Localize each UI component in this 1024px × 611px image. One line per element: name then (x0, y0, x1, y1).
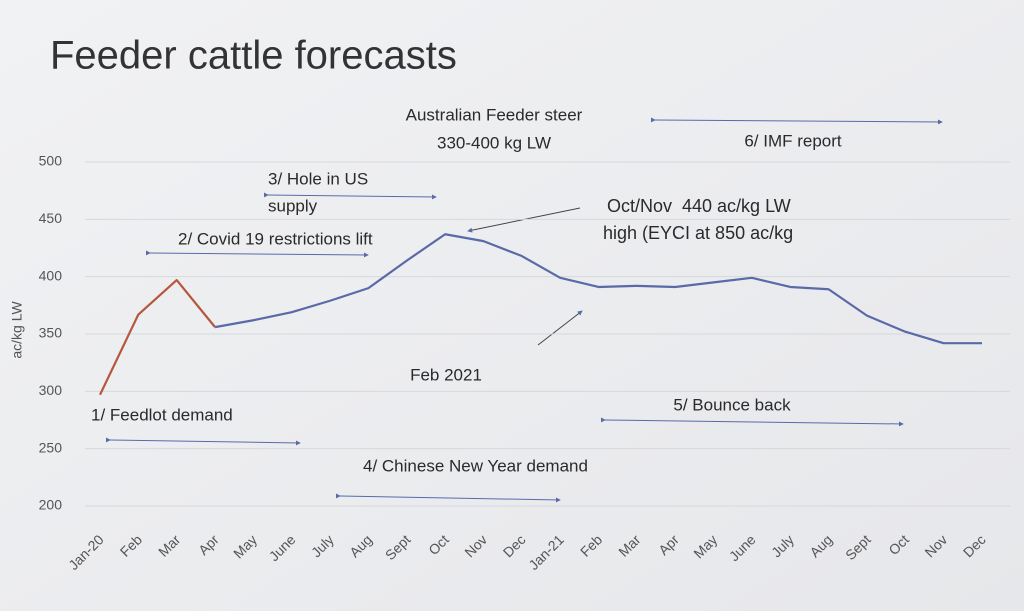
arrow (335, 493, 561, 503)
arrow (145, 250, 369, 258)
arrow (600, 417, 904, 427)
y-tick-label: 450 (39, 210, 63, 226)
annotation: 1/ Feedlot demand (91, 405, 233, 424)
arrow (105, 437, 301, 446)
annotation: 4/ Chinese New Year demand (363, 456, 588, 475)
annotation: 330-400 kg LW (437, 133, 551, 152)
arrow (650, 117, 943, 125)
y-tick-label: 200 (39, 497, 63, 513)
chart-title: Feeder cattle forecasts (50, 34, 457, 78)
annotation: Feb 2021 (410, 365, 482, 384)
y-tick-label: 300 (39, 382, 63, 398)
y-tick-label: 250 (39, 439, 63, 455)
arrow (537, 310, 583, 346)
line-series (214, 233, 982, 345)
annotation: 5/ Bounce back (673, 395, 791, 414)
line-series (99, 279, 216, 396)
annotation: 2/ Covid 19 restrictions lift (178, 229, 373, 248)
y-tick-label: 500 (39, 153, 63, 169)
y-axis-label: ac/kg LW (9, 301, 25, 359)
y-tick-label: 400 (39, 267, 63, 283)
annotation: Oct/Nov 440 ac/kg LW (607, 196, 791, 216)
annotation: high (EYCI at 850 ac/kg (603, 223, 793, 243)
y-tick-label: 350 (39, 325, 63, 341)
annotation: 6/ IMF report (744, 131, 842, 150)
annotation: 3/ Hole in US (268, 169, 368, 188)
annotation: supply (268, 196, 318, 215)
arrow (263, 192, 437, 200)
annotation: Australian Feeder steer (406, 105, 583, 124)
arrows (105, 117, 943, 503)
